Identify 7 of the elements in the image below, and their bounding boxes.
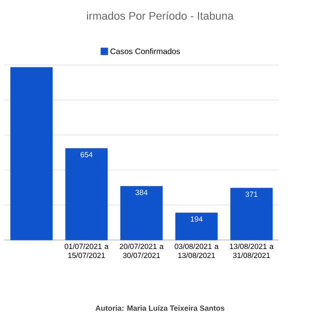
chart-title: irmados Por Período - Itabuna <box>87 12 234 20</box>
legend-label: Casos Confirmados <box>110 48 180 54</box>
bar <box>65 148 108 240</box>
bar <box>120 186 163 240</box>
bar <box>175 212 218 240</box>
bar <box>230 188 273 240</box>
bar <box>10 67 53 240</box>
